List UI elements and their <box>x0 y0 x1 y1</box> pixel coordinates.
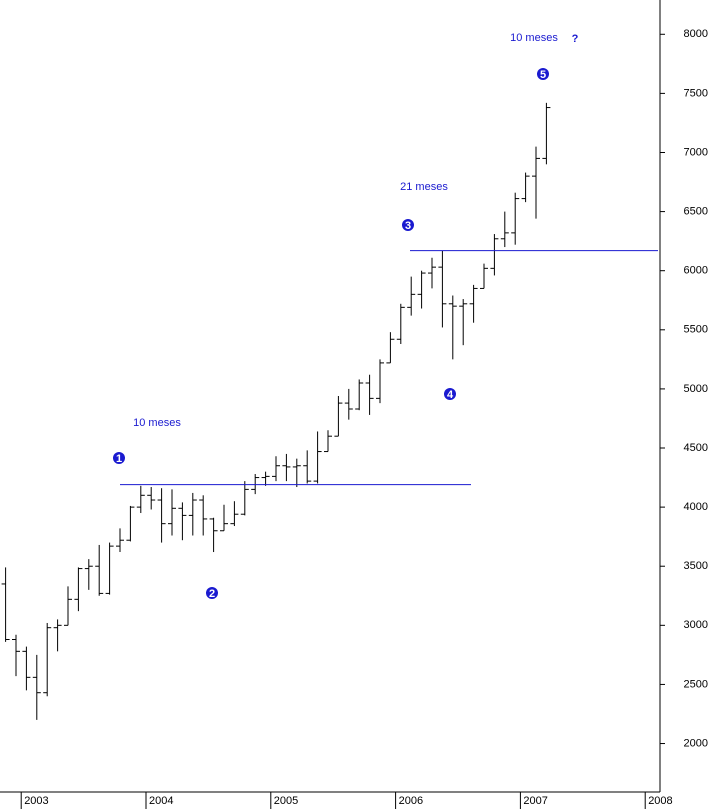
x-tick-label: 2007 <box>523 795 547 807</box>
wave-marker <box>537 68 549 80</box>
x-tick-label: 2005 <box>274 795 298 807</box>
wave-marker-label: 1 <box>116 453 122 465</box>
wave-marker-label: 5 <box>540 69 546 81</box>
y-tick-label: 6500 <box>684 206 708 218</box>
wave-marker <box>402 219 414 231</box>
wave-marker-label: 4 <box>447 389 454 401</box>
annotation: 10 meses <box>133 417 181 429</box>
y-tick-label: 5000 <box>684 383 708 395</box>
x-tick-label: 2006 <box>399 795 423 807</box>
wave-marker-label: 3 <box>405 220 411 232</box>
y-tick-label: 7500 <box>684 87 708 99</box>
y-tick-label: 4500 <box>684 442 708 454</box>
y-tick-label: 2000 <box>684 737 708 749</box>
wave-marker <box>113 452 125 464</box>
annotation: 21 meses <box>400 181 448 193</box>
x-tick-label: 2003 <box>24 795 48 807</box>
x-tick-label: 2004 <box>149 795 173 807</box>
y-tick-label: 5500 <box>684 324 708 336</box>
y-tick-label: 6000 <box>684 265 708 277</box>
y-tick-label: 2500 <box>684 678 708 690</box>
y-tick-label: 4000 <box>684 501 708 513</box>
x-tick-label: 2008 <box>648 795 672 807</box>
wave-marker <box>444 388 456 400</box>
y-tick-label: 8000 <box>684 28 708 40</box>
wave-marker-label: 2 <box>209 588 215 600</box>
wave-marker <box>206 587 218 599</box>
y-tick-label: 7000 <box>684 146 708 158</box>
annotation: ? <box>572 33 579 45</box>
y-tick-label: 3000 <box>684 619 708 631</box>
y-tick-label: 3500 <box>684 560 708 572</box>
annotation: 10 meses <box>510 32 558 44</box>
